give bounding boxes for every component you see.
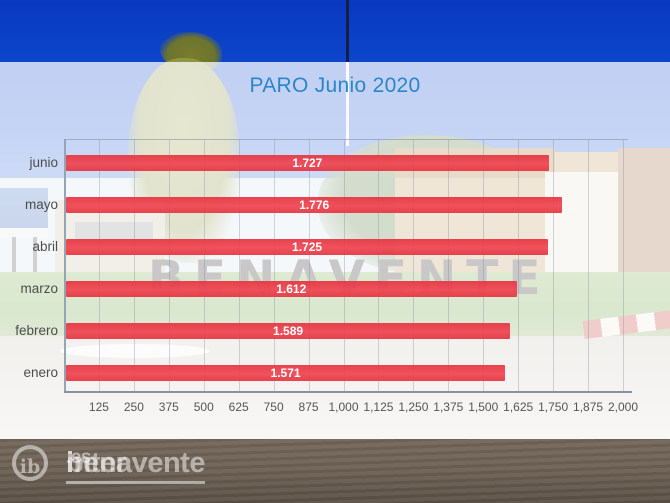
bar-value-label: 1.776: [299, 198, 330, 212]
bar-value-label: 1.727: [292, 156, 323, 170]
x-tick-label: 250: [123, 400, 144, 414]
bar: [66, 323, 511, 339]
watermark-text-prefix: inter: [66, 447, 127, 479]
x-gridline: [273, 140, 275, 391]
x-gridline: [483, 140, 485, 391]
x-gridline: [413, 140, 415, 391]
x-tick-label: 1,625: [503, 400, 534, 414]
asphalt-texture: [0, 439, 670, 503]
watermark: ib inter benavente .es: [12, 443, 412, 489]
x-gridline: [623, 140, 624, 391]
x-gridline: [378, 140, 380, 391]
x-gridline: [448, 140, 450, 391]
bar: [66, 281, 517, 297]
x-gridline: [308, 140, 310, 391]
bar-value-label: 1.725: [292, 240, 323, 254]
category-label: junio: [29, 155, 58, 170]
x-tick-label: 1,750: [538, 400, 569, 414]
bar-value-label: 1.589: [273, 324, 304, 338]
bar-value-label: 1.612: [276, 282, 307, 296]
x-tick-label: 1,250: [398, 400, 429, 414]
chart-title: PARO Junio 2020: [249, 74, 421, 97]
plot-top-border: [64, 139, 628, 140]
x-tick-label: 1,375: [433, 400, 464, 414]
x-tick-label: 875: [298, 400, 319, 414]
x-tick-label: 625: [228, 400, 249, 414]
x-gridline: [238, 140, 240, 391]
x-tick-label: 1,125: [363, 400, 394, 414]
x-axis-line: [64, 391, 632, 393]
x-tick-label: 1,000: [328, 400, 359, 414]
x-tick-label: 125: [88, 400, 109, 414]
bar: [66, 365, 506, 381]
x-gridline: [343, 140, 345, 391]
watermark-tld: .es: [66, 447, 91, 468]
bar-value-label: 1.571: [270, 366, 301, 380]
x-gridline: [203, 140, 205, 391]
watermark-logo-icon: ib: [12, 445, 48, 481]
x-tick-label: 1,875: [573, 400, 604, 414]
x-tick-label: 500: [193, 400, 214, 414]
x-gridline: [588, 140, 590, 391]
x-tick-label: 375: [158, 400, 179, 414]
watermark-text-underlined: benavente: [66, 447, 205, 484]
bar: [66, 239, 549, 255]
lamp-pole-photo: [346, 0, 349, 63]
bar: [66, 197, 563, 213]
x-tick-label: 750: [263, 400, 284, 414]
x-gridline: [553, 140, 555, 391]
y-axis-line: [64, 139, 66, 392]
x-tick-label: 2,000: [607, 400, 639, 414]
asphalt-photo: [0, 439, 670, 503]
x-tick-label: 1,500: [468, 400, 499, 414]
x-gridline: [518, 140, 520, 391]
category-label: abril: [32, 239, 58, 254]
category-label: enero: [23, 365, 58, 380]
category-label: marzo: [20, 281, 58, 296]
bar: [66, 155, 549, 171]
category-label: mayo: [24, 197, 58, 212]
category-label: febrero: [15, 323, 58, 338]
x-gridline: [98, 140, 100, 391]
x-gridline: [133, 140, 135, 391]
x-gridline: [168, 140, 170, 391]
